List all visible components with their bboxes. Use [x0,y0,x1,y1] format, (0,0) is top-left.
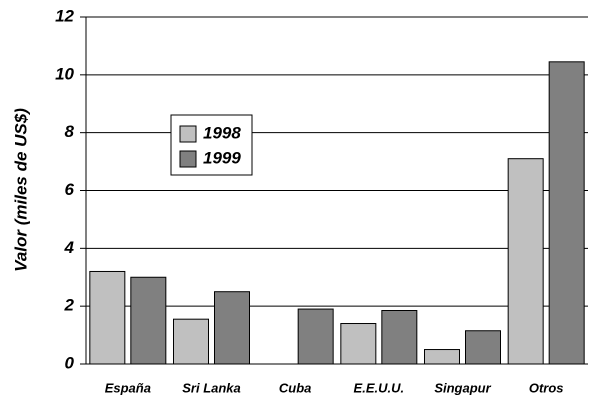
bar [297,308,334,365]
bar [465,330,501,365]
bar [130,276,167,365]
y-tick-label: 2 [64,296,75,315]
y-tick-label: 6 [65,180,75,199]
x-tick-label: España [105,380,151,395]
x-tick-label: Singapur [434,380,491,395]
bar [424,349,460,365]
y-tick-label: 12 [55,6,74,25]
bar [340,323,377,365]
x-tick-label: Otros [529,380,564,395]
x-tick-label: Cuba [279,380,312,395]
x-tick-label: Sri Lanka [182,380,241,395]
legend-label: 1999 [203,148,241,167]
y-tick-label: 8 [65,122,75,141]
y-tick-label: 4 [64,238,75,257]
legend-label: 1998 [203,123,241,142]
y-axis-label: Valor (miles de US$) [11,108,30,272]
y-tick-label: 0 [65,353,75,372]
y-tick-label: 10 [55,64,74,83]
bar [381,310,418,365]
bar [214,291,250,365]
bar [173,318,209,365]
legend-swatch [179,125,197,143]
x-tick-label: E.E.U.U. [354,380,405,395]
bar [548,61,585,365]
bar [89,270,126,365]
bar [507,158,544,365]
legend-swatch [179,150,197,168]
